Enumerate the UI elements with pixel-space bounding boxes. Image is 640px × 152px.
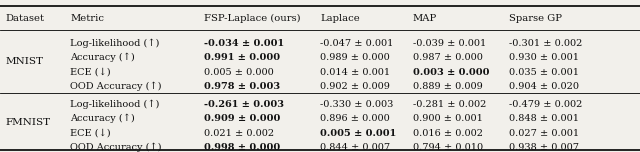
Text: ECE (↓): ECE (↓) <box>70 128 111 138</box>
Text: 0.989 ± 0.000: 0.989 ± 0.000 <box>320 53 390 62</box>
Text: -0.479 ± 0.002: -0.479 ± 0.002 <box>509 100 582 109</box>
Text: 0.909 ± 0.000: 0.909 ± 0.000 <box>204 114 280 123</box>
Text: 0.904 ± 0.020: 0.904 ± 0.020 <box>509 82 579 91</box>
Text: -0.281 ± 0.002: -0.281 ± 0.002 <box>413 100 486 109</box>
Text: Dataset: Dataset <box>5 14 44 23</box>
Text: 0.005 ± 0.000: 0.005 ± 0.000 <box>204 68 273 77</box>
Text: 0.889 ± 0.009: 0.889 ± 0.009 <box>413 82 483 91</box>
Text: 0.848 ± 0.001: 0.848 ± 0.001 <box>509 114 579 123</box>
Text: 0.998 ± 0.000: 0.998 ± 0.000 <box>204 143 280 152</box>
Text: FSP-Laplace (ours): FSP-Laplace (ours) <box>204 14 300 23</box>
Text: 0.003 ± 0.000: 0.003 ± 0.000 <box>413 68 490 77</box>
Text: 0.938 ± 0.007: 0.938 ± 0.007 <box>509 143 579 152</box>
Text: Log-likelihood (↑): Log-likelihood (↑) <box>70 39 160 48</box>
Text: Accuracy (↑): Accuracy (↑) <box>70 114 135 123</box>
Text: -0.261 ± 0.003: -0.261 ± 0.003 <box>204 100 284 109</box>
Text: OOD Accuracy (↑): OOD Accuracy (↑) <box>70 143 162 152</box>
Text: 0.900 ± 0.001: 0.900 ± 0.001 <box>413 114 483 123</box>
Text: MAP: MAP <box>413 14 437 23</box>
Text: 0.902 ± 0.009: 0.902 ± 0.009 <box>320 82 390 91</box>
Text: 0.844 ± 0.007: 0.844 ± 0.007 <box>320 143 390 152</box>
Text: -0.034 ± 0.001: -0.034 ± 0.001 <box>204 39 284 48</box>
Text: 0.016 ± 0.002: 0.016 ± 0.002 <box>413 128 483 138</box>
Text: 0.930 ± 0.001: 0.930 ± 0.001 <box>509 53 579 62</box>
Text: -0.330 ± 0.003: -0.330 ± 0.003 <box>320 100 394 109</box>
Text: 0.014 ± 0.001: 0.014 ± 0.001 <box>320 68 390 77</box>
Text: 0.794 ± 0.010: 0.794 ± 0.010 <box>413 143 483 152</box>
Text: 0.987 ± 0.000: 0.987 ± 0.000 <box>413 53 483 62</box>
Text: 0.991 ± 0.000: 0.991 ± 0.000 <box>204 53 280 62</box>
Text: ECE (↓): ECE (↓) <box>70 68 111 77</box>
Text: Laplace: Laplace <box>320 14 360 23</box>
Text: Sparse GP: Sparse GP <box>509 14 562 23</box>
Text: -0.301 ± 0.002: -0.301 ± 0.002 <box>509 39 582 48</box>
Text: MNIST: MNIST <box>5 57 43 66</box>
Text: Metric: Metric <box>70 14 104 23</box>
Text: -0.047 ± 0.001: -0.047 ± 0.001 <box>320 39 394 48</box>
Text: OOD Accuracy (↑): OOD Accuracy (↑) <box>70 82 162 91</box>
Text: 0.027 ± 0.001: 0.027 ± 0.001 <box>509 128 579 138</box>
Text: 0.021 ± 0.002: 0.021 ± 0.002 <box>204 128 274 138</box>
Text: Log-likelihood (↑): Log-likelihood (↑) <box>70 99 160 109</box>
Text: 0.978 ± 0.003: 0.978 ± 0.003 <box>204 82 280 91</box>
Text: 0.896 ± 0.000: 0.896 ± 0.000 <box>320 114 390 123</box>
Text: Accuracy (↑): Accuracy (↑) <box>70 53 135 62</box>
Text: 0.035 ± 0.001: 0.035 ± 0.001 <box>509 68 579 77</box>
Text: -0.039 ± 0.001: -0.039 ± 0.001 <box>413 39 486 48</box>
Text: 0.005 ± 0.001: 0.005 ± 0.001 <box>320 128 396 138</box>
Text: FMNIST: FMNIST <box>5 118 51 127</box>
